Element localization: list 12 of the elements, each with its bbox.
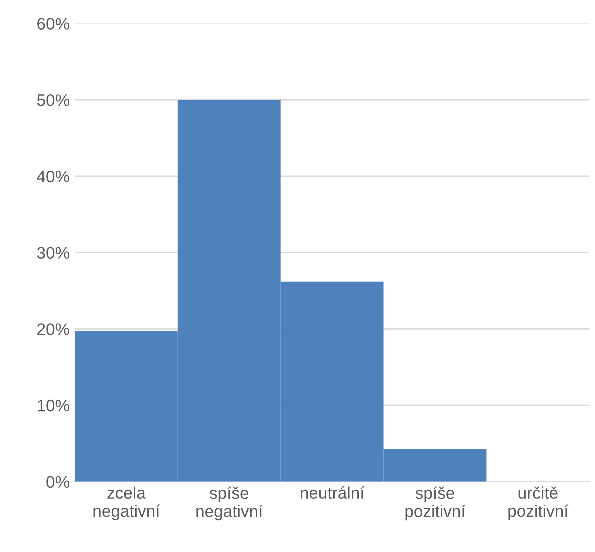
y-tick-label: 50% [37, 94, 70, 106]
y-tick-label: 60% [38, 18, 70, 30]
x-tick-label: zcela negativní [94, 486, 160, 520]
x-tick-label: spíše pozitivní [406, 486, 466, 521]
y-tick-label: 30% [37, 247, 70, 260]
x-tick-label: určitě pozitivní [508, 486, 569, 520]
y-tick-label: 10% [38, 400, 70, 412]
y-tick-label: 20% [38, 324, 70, 336]
y-tick-label: 0% [46, 476, 70, 488]
y-tick-label: 40% [37, 170, 70, 183]
x-tick-label: neutrální [300, 486, 365, 499]
x-tick-label: spíše negativní [196, 486, 264, 521]
